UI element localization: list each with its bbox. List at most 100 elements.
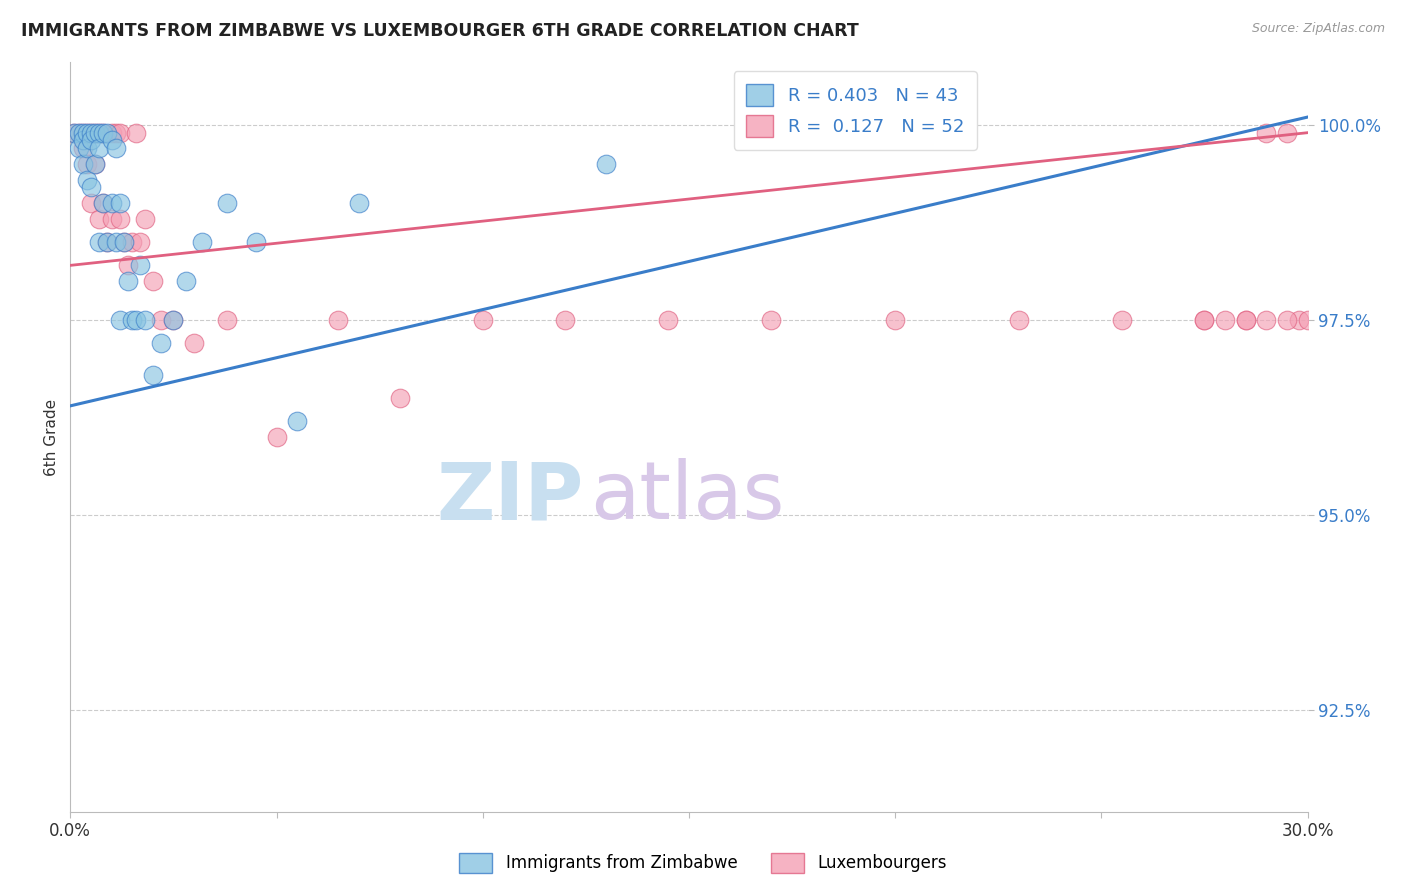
Point [183, 336, 205, 351]
Point [595, 157, 617, 171]
Text: Source: ZipAtlas.com: Source: ZipAtlas.com [1251, 22, 1385, 36]
Point [76, 126, 98, 140]
Point [1194, 313, 1216, 327]
Text: atlas: atlas [591, 458, 785, 536]
Text: IMMIGRANTS FROM ZIMBABWE VS LUXEMBOURGER 6TH GRADE CORRELATION CHART: IMMIGRANTS FROM ZIMBABWE VS LUXEMBOURGER… [21, 22, 859, 40]
Point [91, 126, 114, 140]
Point [76, 141, 98, 155]
Point [174, 274, 197, 288]
Point [80, 180, 103, 194]
Legend: Immigrants from Zimbabwe, Luxembourgers: Immigrants from Zimbabwe, Luxembourgers [453, 847, 953, 880]
Point [125, 126, 148, 140]
Point [121, 235, 143, 249]
Point [104, 141, 127, 155]
Point [389, 391, 412, 405]
Point [72, 141, 94, 155]
Point [1275, 313, 1298, 327]
Point [104, 235, 127, 249]
Point [80, 126, 103, 140]
Point [1296, 313, 1319, 327]
Point [108, 313, 131, 327]
Point [117, 259, 139, 273]
Point [89, 235, 111, 249]
Point [89, 126, 111, 140]
Point [84, 157, 107, 171]
Point [112, 235, 135, 249]
Y-axis label: 6th Grade: 6th Grade [44, 399, 59, 475]
Point [72, 157, 94, 171]
Point [1194, 313, 1216, 327]
Point [134, 211, 156, 226]
Point [1256, 313, 1278, 327]
Point [1256, 126, 1278, 140]
Point [67, 126, 90, 140]
Point [112, 235, 135, 249]
Point [63, 126, 86, 140]
Point [150, 336, 173, 351]
Point [96, 126, 118, 140]
Point [1288, 313, 1310, 327]
Point [63, 126, 86, 140]
Point [1275, 126, 1298, 140]
Point [91, 196, 114, 211]
Point [80, 134, 103, 148]
Point [150, 313, 173, 327]
Point [328, 313, 350, 327]
Point [347, 196, 370, 211]
Point [67, 126, 90, 140]
Point [657, 313, 679, 327]
Point [72, 126, 94, 140]
Point [245, 235, 267, 249]
Point [471, 313, 494, 327]
Point [76, 172, 98, 186]
Point [285, 415, 308, 429]
Point [108, 211, 131, 226]
Point [96, 235, 118, 249]
Point [91, 196, 114, 211]
Point [72, 134, 94, 148]
Point [191, 235, 214, 249]
Point [121, 313, 143, 327]
Point [76, 126, 98, 140]
Point [1008, 313, 1031, 327]
Point [554, 313, 576, 327]
Point [89, 141, 111, 155]
Point [108, 126, 131, 140]
Point [142, 274, 165, 288]
Point [100, 211, 122, 226]
Point [1234, 313, 1257, 327]
Point [84, 126, 107, 140]
Point [162, 313, 184, 327]
Point [1234, 313, 1257, 327]
Point [89, 211, 111, 226]
Point [67, 141, 90, 155]
Point [1213, 313, 1236, 327]
Point [104, 126, 127, 140]
Point [162, 313, 184, 327]
Point [84, 157, 107, 171]
Point [100, 134, 122, 148]
Point [89, 126, 111, 140]
Point [884, 313, 907, 327]
Point [108, 196, 131, 211]
Point [215, 196, 238, 211]
Point [761, 313, 783, 327]
Point [134, 313, 156, 327]
Point [125, 313, 148, 327]
Point [117, 274, 139, 288]
Point [215, 313, 238, 327]
Legend: R = 0.403   N = 43, R =  0.127   N = 52: R = 0.403 N = 43, R = 0.127 N = 52 [734, 71, 977, 150]
Point [80, 196, 103, 211]
Point [96, 235, 118, 249]
Point [142, 368, 165, 382]
Point [100, 126, 122, 140]
Text: ZIP: ZIP [436, 458, 583, 536]
Point [80, 126, 103, 140]
Point [100, 196, 122, 211]
Point [129, 235, 152, 249]
Point [1111, 313, 1133, 327]
Point [72, 126, 94, 140]
Point [91, 126, 114, 140]
Point [266, 430, 288, 444]
Point [76, 157, 98, 171]
